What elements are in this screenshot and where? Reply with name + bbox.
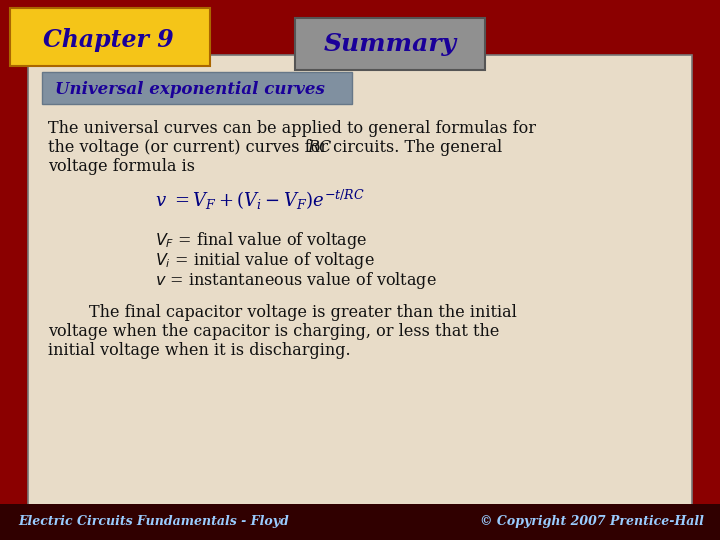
FancyBboxPatch shape bbox=[42, 72, 352, 104]
Text: Universal exponential curves: Universal exponential curves bbox=[55, 80, 325, 98]
Text: initial voltage when it is discharging.: initial voltage when it is discharging. bbox=[48, 342, 351, 359]
Text: voltage when the capacitor is charging, or less that the: voltage when the capacitor is charging, … bbox=[48, 323, 500, 340]
Text: $v$ = instantaneous value of voltage: $v$ = instantaneous value of voltage bbox=[155, 270, 437, 291]
FancyBboxPatch shape bbox=[0, 504, 720, 540]
Text: $V_F$ = final value of voltage: $V_F$ = final value of voltage bbox=[155, 230, 367, 251]
Text: $V_i$ = initial value of voltage: $V_i$ = initial value of voltage bbox=[155, 250, 374, 271]
FancyBboxPatch shape bbox=[295, 18, 485, 70]
Text: Chapter 9: Chapter 9 bbox=[42, 28, 174, 52]
Text: © Copyright 2007 Prentice-Hall: © Copyright 2007 Prentice-Hall bbox=[480, 516, 704, 529]
FancyBboxPatch shape bbox=[10, 8, 210, 66]
Text: voltage formula is: voltage formula is bbox=[48, 158, 195, 175]
Text: the voltage (or current) curves for: the voltage (or current) curves for bbox=[48, 139, 333, 156]
Text: circuits. The general: circuits. The general bbox=[328, 139, 503, 156]
Text: $v\ =V_F + (V_i - V_F)e^{-t/RC}$: $v\ =V_F + (V_i - V_F)e^{-t/RC}$ bbox=[155, 188, 365, 212]
Text: Electric Circuits Fundamentals - Floyd: Electric Circuits Fundamentals - Floyd bbox=[18, 516, 289, 529]
Text: The universal curves can be applied to general formulas for: The universal curves can be applied to g… bbox=[48, 120, 536, 137]
FancyBboxPatch shape bbox=[28, 55, 692, 505]
Text: The final capacitor voltage is greater than the initial: The final capacitor voltage is greater t… bbox=[48, 304, 517, 321]
Text: Summary: Summary bbox=[323, 32, 456, 56]
Text: RC: RC bbox=[307, 139, 331, 156]
